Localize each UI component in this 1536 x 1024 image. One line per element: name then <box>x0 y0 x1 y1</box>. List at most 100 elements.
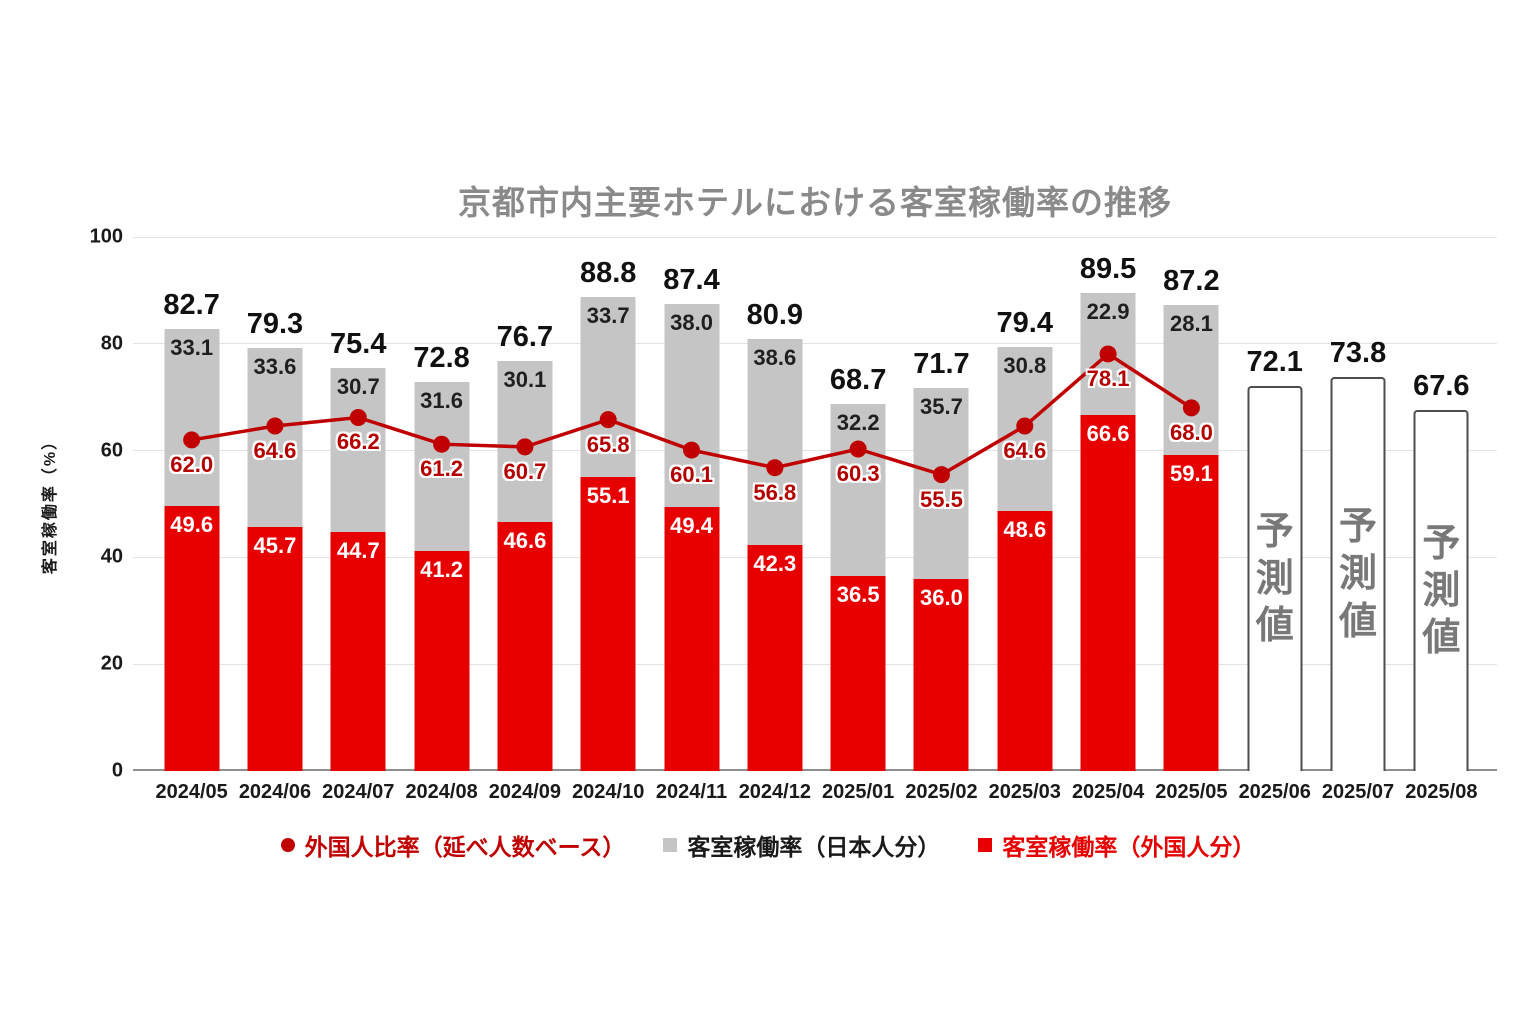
y-tick-label: 60 <box>100 439 123 462</box>
bar-foreign-segment <box>414 551 470 771</box>
value-label-japanese: 33.1 <box>170 335 214 361</box>
x-tick-label: 2025/06 <box>1238 781 1311 803</box>
gridline <box>133 343 1497 345</box>
x-tick-label: 2024/08 <box>405 781 478 803</box>
bar-foreign-segment <box>913 578 969 771</box>
bar-foreign-segment <box>1163 455 1219 771</box>
bar-column: 41.2 31.6 72.8 <box>400 237 483 771</box>
value-label-foreign: 36.5 <box>836 582 880 608</box>
x-tick-label: 2024/06 <box>238 781 312 803</box>
x-tick-label: 2025/07 <box>1321 781 1395 803</box>
trend-point-label: 60.7 <box>503 458 547 484</box>
bar-column: 45.7 33.6 79.3 <box>233 237 316 771</box>
forecast-value-label: 予 測 値 <box>1255 510 1294 648</box>
bar-column: 48.6 30.8 79.4 <box>983 237 1066 771</box>
bar-foreign-segment <box>1080 415 1136 771</box>
value-label-foreign: 36.0 <box>920 584 963 610</box>
value-label-japanese: 30.7 <box>336 374 380 400</box>
bar-foreign-segment <box>664 507 720 771</box>
plot-area: 0 20 40 60 80 100 49.6 33.1 82.7 2024/05 45.7 33.6 7… <box>90 226 1497 803</box>
bar-column: 49.6 33.1 82.7 <box>150 237 233 771</box>
value-label-foreign: 55.1 <box>586 482 630 508</box>
value-label-japanese: 38.0 <box>670 310 713 336</box>
bar-column: 59.1 28.1 87.2 <box>1150 237 1233 771</box>
trend-point-label: 64.6 <box>1003 438 1047 464</box>
value-label-foreign: 44.7 <box>336 538 380 564</box>
trend-point-label: 60.1 <box>670 462 713 488</box>
legend-label-foreign-occupancy: 客室稼働率（外国人分） <box>1002 834 1256 860</box>
value-label-foreign: 48.6 <box>1003 517 1047 543</box>
bar-foreign-segment <box>997 511 1053 771</box>
total-value-label: 79.3 <box>246 307 304 340</box>
x-tick-label: 2024/11 <box>655 781 728 803</box>
value-label-foreign: 45.7 <box>253 532 297 558</box>
total-value-label: 80.9 <box>746 298 804 331</box>
y-tick-label: 80 <box>100 332 123 355</box>
bar-forecast: 予 測 値 <box>1330 376 1386 771</box>
trend-point-label: 66.2 <box>336 429 380 455</box>
bar-forecast: 予 測 値 <box>1247 386 1303 771</box>
forecast-value-label: 予 測 値 <box>1339 506 1378 643</box>
x-tick-label: 2025/01 <box>822 781 895 803</box>
trend-point-label: 61.2 <box>420 456 464 482</box>
value-label-foreign: 49.6 <box>170 512 214 538</box>
total-value-label: 87.2 <box>1163 265 1220 298</box>
total-value-label: 72.1 <box>1246 345 1303 378</box>
gridline <box>133 556 1497 558</box>
bar-foreign-segment <box>747 545 803 771</box>
value-label-japanese: 30.8 <box>1003 353 1047 378</box>
chart-title: 京都市内主要ホテルにおける客室稼働率の推移 <box>458 184 1172 221</box>
x-tick-label: 2024/09 <box>488 781 562 803</box>
x-tick-label: 2024/05 <box>155 781 228 803</box>
trend-point-label: 55.5 <box>920 486 963 512</box>
total-value-label: 82.7 <box>163 289 220 322</box>
bar-column: 予 測 値 73.8 <box>1316 237 1399 771</box>
value-label-foreign: 49.4 <box>670 513 713 539</box>
legend-item-japanese-occupancy: 客室稼働率（日本人分） <box>663 828 940 862</box>
total-value-label: 75.4 <box>330 328 387 361</box>
legend-item-foreign-occupancy: 客室稼働率（外国人分） <box>978 828 1255 862</box>
y-tick-label: 20 <box>100 652 123 675</box>
bar-column: 36.5 32.2 68.7 <box>817 237 900 771</box>
bar-column: 予 測 値 72.1 <box>1233 237 1316 771</box>
value-label-japanese: 31.6 <box>420 388 463 414</box>
x-tick-label: 2024/12 <box>738 781 811 803</box>
forecast-value-label: 予 測 値 <box>1422 522 1461 660</box>
trend-point-label: 68.0 <box>1169 419 1213 445</box>
total-value-label: 76.7 <box>496 321 554 354</box>
value-label-japanese: 30.1 <box>503 367 547 393</box>
y-axis-title: 客室稼働率（%） <box>42 431 59 575</box>
y-tick-label: 0 <box>111 759 123 782</box>
trend-point-label: 65.8 <box>586 431 630 457</box>
bar-column: 44.7 30.7 75.4 <box>317 237 400 771</box>
bar-foreign-segment <box>247 526 303 771</box>
x-axis-line <box>133 769 1497 771</box>
value-label-japanese: 35.7 <box>920 394 963 420</box>
value-label-japanese: 28.1 <box>1169 311 1213 337</box>
bar-foreign-segment <box>497 522 553 771</box>
bar-column: 49.4 38.0 87.4 <box>650 237 733 771</box>
legend-label-foreign-ratio: 外国人比率（延べ人数ベース） <box>304 834 626 860</box>
y-tick-label: 100 <box>89 225 123 248</box>
y-tick-label: 40 <box>100 545 123 568</box>
total-value-label: 87.4 <box>663 264 720 297</box>
value-label-japanese: 33.7 <box>586 302 630 328</box>
x-tick-label: 2025/02 <box>905 781 978 803</box>
value-label-foreign: 66.6 <box>1086 421 1130 447</box>
value-label-foreign: 42.3 <box>753 551 797 577</box>
total-value-label: 67.6 <box>1413 370 1470 403</box>
gridline <box>133 663 1497 665</box>
legend-label-japanese-occupancy: 客室稼働率（日本人分） <box>687 834 941 860</box>
x-tick-label: 2025/03 <box>988 781 1061 803</box>
trend-point-label: 56.8 <box>753 479 797 505</box>
trend-point-label: 64.6 <box>253 438 297 464</box>
x-tick-label: 2025/05 <box>1155 781 1228 803</box>
value-label-japanese: 32.2 <box>836 410 880 436</box>
x-tick-label: 2025/08 <box>1405 781 1478 803</box>
total-value-label: 73.8 <box>1329 336 1387 369</box>
gridline <box>133 236 1497 238</box>
bar-column: 55.1 33.7 88.8 <box>567 237 650 771</box>
bar-forecast: 予 測 値 <box>1413 410 1469 771</box>
trend-point-label: 62.0 <box>170 451 214 477</box>
